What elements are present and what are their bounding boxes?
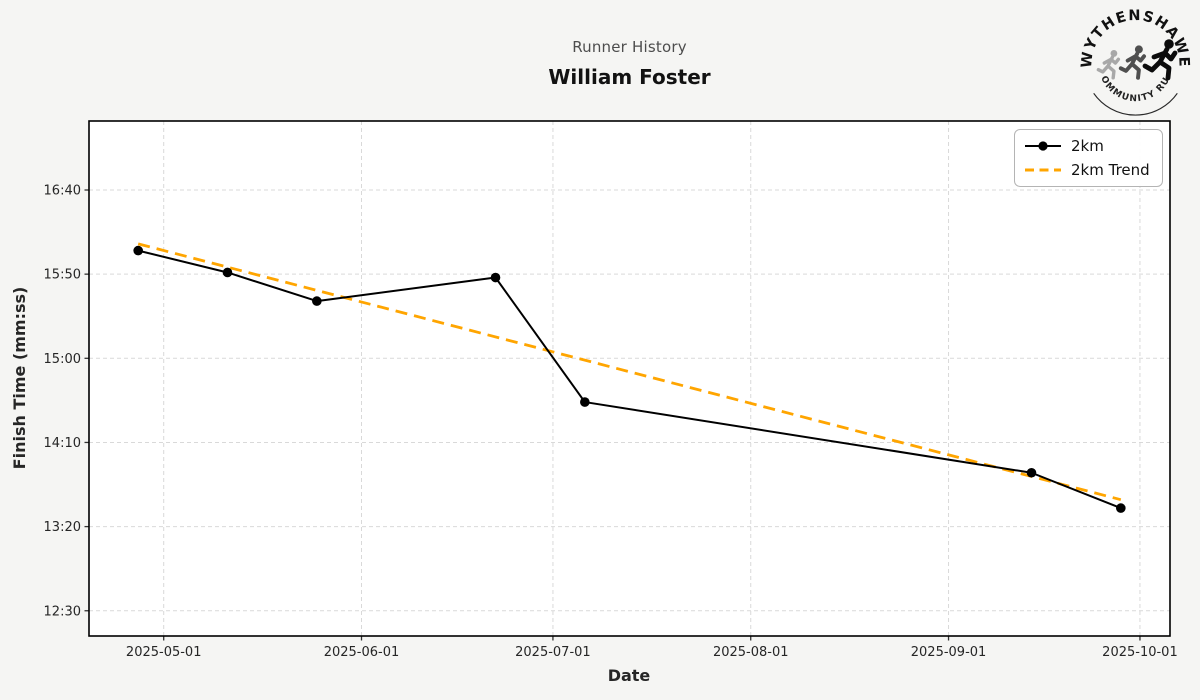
wythenshawe-community-run-logo: WYTHENSHAWE COMMUNITY RUN [1078,7,1190,116]
x-tick-label: 2025-07-01 [515,645,591,660]
data-point-2025-05-25 [312,296,322,306]
y-tick-label: 16:40 [44,184,81,199]
chart-legend: 2km 2km Trend [1014,129,1163,187]
x-tick-label: 2025-08-01 [713,645,789,660]
x-tick-label: 2025-10-01 [1102,645,1178,660]
data-point-2025-09-28 [1116,503,1126,513]
legend-trend-dash-icon [1025,168,1061,172]
y-axis-label: Finish Time (mm:ss) [10,287,29,470]
plot-spines [88,120,1171,637]
runner-icon-middle [1118,45,1147,80]
logo-bottom-ring-arc [1093,92,1178,116]
y-tick-label: 13:20 [44,520,81,535]
y-tick-label: 14:10 [44,436,81,451]
series-2km [133,245,1126,513]
chart-subtitle: Runner History [572,38,687,56]
title-block: Runner History William Foster [89,38,1170,89]
y-tick-label: 15:00 [44,352,81,367]
legend-item-2km: 2km [1024,137,1152,155]
x-axis-label: Date [608,666,651,685]
data-point-2025-05-11 [222,267,233,278]
legend-2km-label: 2km [1071,137,1104,155]
data-point-2025-07-06 [580,397,590,407]
legend-item-2km-trend: 2km Trend [1024,161,1152,179]
gridlines [89,121,1170,636]
runner-icon-right [1142,39,1178,81]
plot-area [89,121,1170,636]
y-tick-label: 15:50 [44,268,81,283]
axis-tick-labels: 2025-05-01 2025-06-01 2025-07-01 2025-08-01… [44,184,1178,660]
plot-border [88,120,1171,637]
plot-background [89,121,1170,636]
data-point-2025-09-14 [1026,467,1037,478]
page-title: William Foster [548,65,711,89]
x-tick-label: 2025-05-01 [126,645,202,660]
y-tick-label: 12:30 [44,604,81,619]
legend-2km-line-icon [1025,141,1061,151]
series-trend [137,242,1122,502]
trend-line-2km [137,242,1122,502]
x-tick-label: 2025-06-01 [324,645,400,660]
legend-trend-label: 2km Trend [1071,161,1150,179]
data-point-2025-04-27 [133,245,143,256]
x-tick-label: 2025-09-01 [911,645,987,660]
data-point-2025-06-22 [490,272,501,283]
runner-icon-left [1096,50,1121,80]
